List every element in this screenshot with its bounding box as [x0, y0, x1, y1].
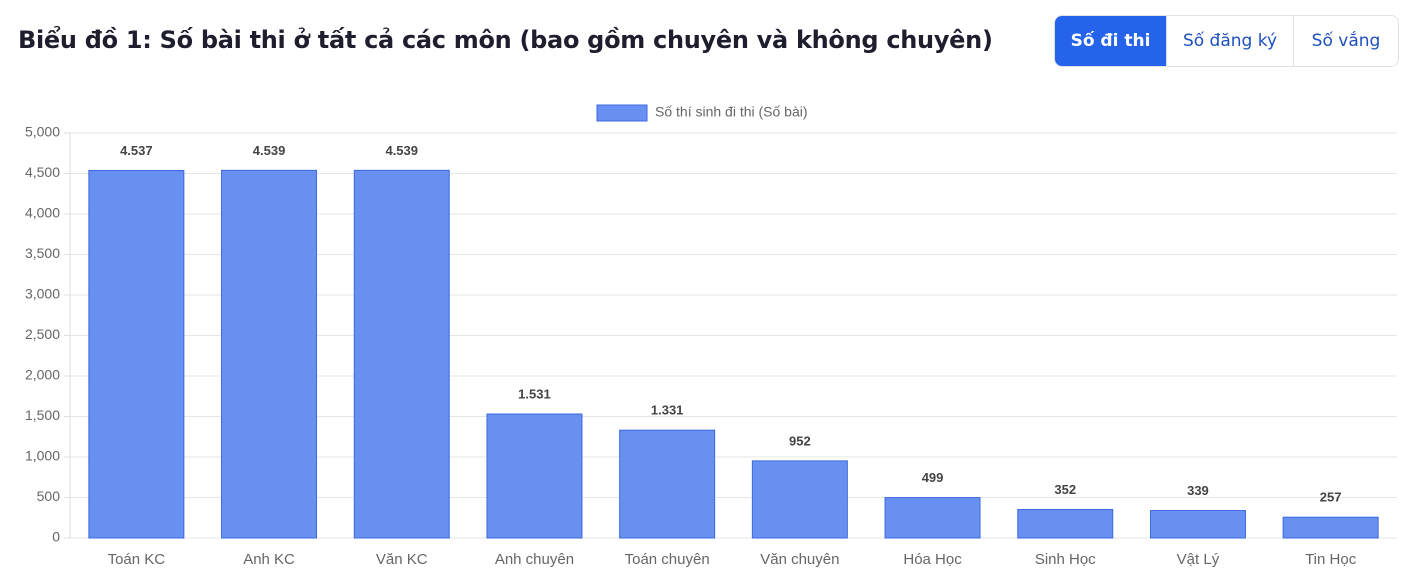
- x-tick-label: Văn chuyên: [760, 551, 839, 568]
- x-tick-label: Hóa Học: [903, 551, 962, 568]
- y-tick-label: 1,500: [25, 407, 60, 423]
- x-tick-label: Sinh Học: [1035, 551, 1096, 568]
- tab-group: Số đi thi Số đăng ký Số vắng: [1054, 15, 1399, 67]
- tab-button[interactable]: Số đăng ký: [1167, 16, 1294, 66]
- bar: [751, 460, 848, 539]
- y-tick-label: 2,500: [25, 326, 60, 342]
- data-label: 352: [1054, 482, 1076, 497]
- data-label: 4.537: [120, 143, 153, 158]
- y-tick-label: 2,000: [25, 367, 60, 383]
- data-label: 499: [922, 470, 944, 485]
- y-tick-label: 3,000: [25, 286, 60, 302]
- bar: [486, 413, 583, 539]
- bar: [1017, 508, 1114, 539]
- bar: [1282, 516, 1379, 539]
- data-label: 4.539: [385, 143, 418, 158]
- bar: [88, 170, 185, 539]
- data-label: 4.539: [253, 143, 286, 158]
- x-tick-label: Vật Lý: [1177, 551, 1220, 568]
- data-label: 1.331: [651, 403, 684, 418]
- bar: [884, 497, 981, 539]
- x-tick-label: Anh chuyên: [495, 551, 574, 568]
- chart-title: Biểu đồ 1: Số bài thi ở tất cả các môn (…: [18, 26, 993, 54]
- data-label: 1.531: [518, 386, 551, 401]
- y-tick-label: 1,000: [25, 448, 60, 464]
- x-tick-label: Toán KC: [108, 551, 166, 568]
- data-label: 257: [1320, 490, 1342, 505]
- bar: [1149, 510, 1246, 539]
- legend-label: Số thí sinh đi thi (Số bài): [655, 104, 808, 120]
- y-tick-label: 3,500: [25, 245, 60, 261]
- x-tick-label: Văn KC: [376, 551, 428, 568]
- x-tick-label: Tin Học: [1305, 551, 1357, 568]
- y-tick-label: 500: [37, 488, 61, 504]
- tab-button[interactable]: Số đi thi: [1055, 16, 1167, 66]
- y-tick-label: 0: [52, 529, 60, 545]
- bar: [619, 429, 716, 539]
- y-tick-label: 4,500: [25, 164, 60, 180]
- data-label: 339: [1187, 483, 1209, 498]
- x-tick-label: Anh KC: [243, 551, 295, 568]
- tab-button[interactable]: Số vắng: [1294, 16, 1398, 66]
- legend-swatch: [596, 104, 648, 122]
- x-tick-label: Toán chuyên: [625, 551, 710, 568]
- y-tick-label: 4,000: [25, 205, 60, 221]
- data-label: 952: [789, 433, 811, 448]
- y-tick-label: 5,000: [25, 124, 60, 140]
- bar: [221, 169, 318, 539]
- bar: [353, 169, 450, 539]
